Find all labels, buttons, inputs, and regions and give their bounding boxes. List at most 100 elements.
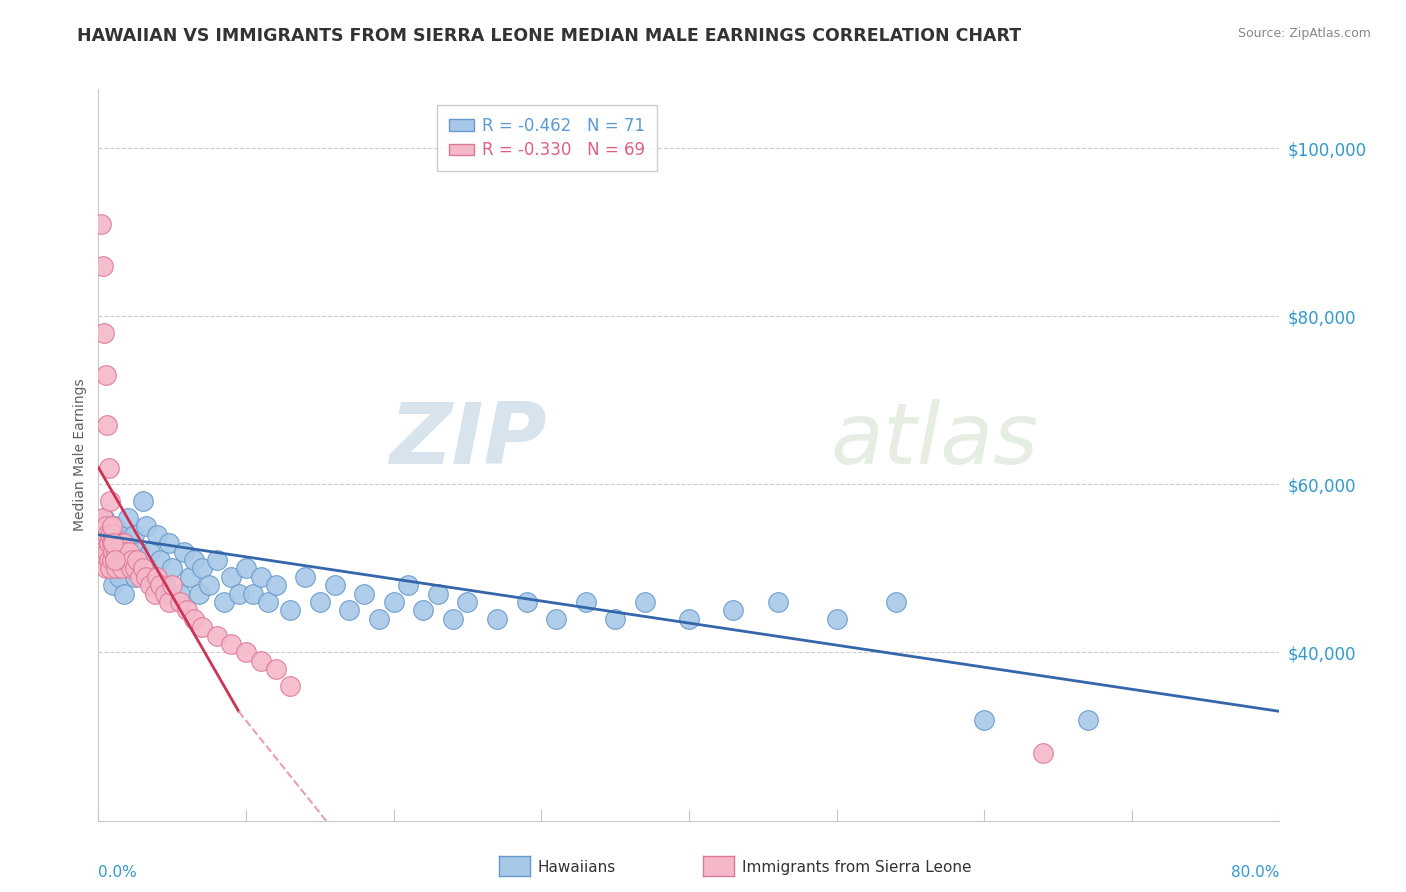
Point <box>94 368 117 382</box>
Point <box>100 519 122 533</box>
Point <box>114 536 136 550</box>
Point <box>546 612 568 626</box>
Point <box>173 544 195 558</box>
Point <box>96 418 118 433</box>
Point <box>124 570 146 584</box>
Point <box>398 578 420 592</box>
Point <box>93 511 115 525</box>
Point <box>112 587 135 601</box>
Point <box>412 603 434 617</box>
Point <box>90 217 112 231</box>
Point <box>128 570 150 584</box>
Point <box>97 528 120 542</box>
Point <box>93 326 115 340</box>
Point <box>242 587 264 601</box>
Point <box>111 544 134 558</box>
Point <box>146 570 169 584</box>
Point <box>90 544 112 558</box>
Point <box>235 561 257 575</box>
Point <box>111 561 134 575</box>
Point <box>1077 713 1099 727</box>
Legend: R = -0.462   N = 71, R = -0.330   N = 69: R = -0.462 N = 71, R = -0.330 N = 69 <box>437 105 657 171</box>
Point <box>235 645 257 659</box>
Point <box>91 259 114 273</box>
Point <box>368 612 391 626</box>
Point <box>457 595 479 609</box>
Point <box>110 528 132 542</box>
Point <box>221 637 243 651</box>
Point <box>93 528 115 542</box>
Point <box>146 528 169 542</box>
Text: Immigrants from Sierra Leone: Immigrants from Sierra Leone <box>742 860 972 874</box>
Point <box>115 544 138 558</box>
Point <box>91 511 114 525</box>
Point <box>723 603 745 617</box>
Point <box>212 595 235 609</box>
Point <box>605 612 627 626</box>
Point <box>100 553 122 567</box>
Point <box>205 629 228 643</box>
Point <box>264 662 287 676</box>
Point <box>103 544 125 558</box>
Point <box>120 553 142 567</box>
Point <box>169 595 191 609</box>
Point <box>486 612 509 626</box>
Point <box>118 544 141 558</box>
Point <box>825 612 848 626</box>
Point <box>98 561 121 575</box>
Point <box>100 536 122 550</box>
Point <box>153 587 176 601</box>
Point <box>766 595 789 609</box>
Point <box>191 620 214 634</box>
Point <box>94 519 117 533</box>
Point <box>127 544 149 558</box>
Point <box>110 553 132 567</box>
Point <box>153 578 176 592</box>
Point <box>104 519 127 533</box>
Point <box>97 536 120 550</box>
Point <box>105 544 128 558</box>
Point <box>221 570 243 584</box>
Point <box>94 561 117 575</box>
Point <box>143 587 166 601</box>
Point <box>90 536 112 550</box>
Point <box>309 595 332 609</box>
Point <box>575 595 598 609</box>
Point <box>139 578 162 592</box>
Point <box>120 561 142 575</box>
Point <box>441 612 464 626</box>
Text: Source: ZipAtlas.com: Source: ZipAtlas.com <box>1237 27 1371 40</box>
Point <box>884 595 907 609</box>
Point <box>98 494 121 508</box>
Point <box>382 595 405 609</box>
Point <box>678 612 700 626</box>
Point <box>93 553 115 567</box>
Point <box>264 578 287 592</box>
Point <box>179 570 201 584</box>
Text: Hawaiians: Hawaiians <box>537 860 616 874</box>
Point <box>139 544 162 558</box>
Point <box>353 587 375 601</box>
Point <box>973 713 995 727</box>
Point <box>100 536 122 550</box>
Point <box>105 561 128 575</box>
Point <box>124 561 146 575</box>
Point <box>339 603 361 617</box>
Text: atlas: atlas <box>831 399 1039 482</box>
Point <box>121 553 143 567</box>
Text: ZIP: ZIP <box>389 399 547 482</box>
Point <box>107 544 129 558</box>
Point <box>634 595 657 609</box>
Point <box>96 553 118 567</box>
Point <box>1032 747 1054 761</box>
Point <box>110 536 132 550</box>
Point <box>162 561 183 575</box>
Point <box>97 460 120 475</box>
Point <box>112 536 135 550</box>
Point <box>162 578 183 592</box>
Point <box>143 570 166 584</box>
Point <box>98 561 121 575</box>
Point <box>183 612 205 626</box>
Point <box>149 553 172 567</box>
Point <box>107 553 129 567</box>
